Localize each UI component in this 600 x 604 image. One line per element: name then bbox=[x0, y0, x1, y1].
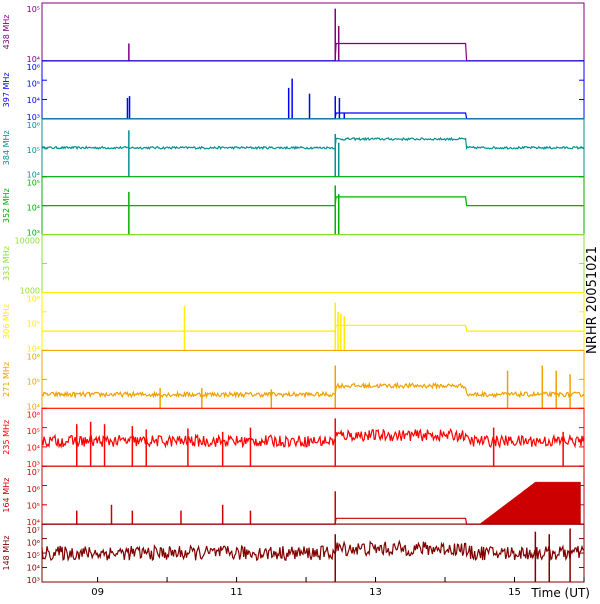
y-tick-label: 10⁴ bbox=[27, 402, 40, 411]
y-tick-label: 10⁶ bbox=[27, 63, 40, 72]
y-tick-label: 10⁶ bbox=[27, 352, 40, 361]
x-axis-title: Time (UT) bbox=[530, 586, 590, 600]
panel-306-mhz: 10⁶ 10⁵ 10⁴ 306 MHz bbox=[2, 292, 585, 353]
panel-label: 333 MHz bbox=[2, 246, 11, 281]
panel-label: 164 MHz bbox=[2, 478, 11, 513]
x-tick-label: 09 bbox=[91, 587, 104, 598]
panel-frame bbox=[41, 349, 585, 409]
side-label: NRHR 20051021 bbox=[585, 246, 600, 354]
panel-438-mhz: 10⁵ 10⁴ 438 MHz bbox=[2, 2, 585, 64]
series-line bbox=[42, 324, 584, 332]
series-line bbox=[41, 381, 585, 400]
x-tick-label: 11 bbox=[230, 587, 243, 598]
panel-label: 384 MHz bbox=[2, 130, 11, 165]
y-tick-label: 10⁵ bbox=[27, 501, 40, 510]
y-tick-label: 10⁵ bbox=[27, 179, 40, 188]
y-tick-label: 10⁵ bbox=[27, 146, 40, 155]
panel-235-mhz: 10⁶ 10⁵ 10⁴ 10³ 235 MHz bbox=[2, 407, 585, 469]
series-line bbox=[41, 539, 585, 562]
y-tick-label: 10⁴ bbox=[27, 55, 40, 64]
y-tick-label: 10⁵ bbox=[27, 319, 40, 328]
series-line bbox=[42, 196, 584, 207]
panel-148-mhz: 10⁷ 10⁶ 10⁵ 10⁴ 10³ 148 MHz bbox=[2, 523, 585, 585]
series-line bbox=[42, 42, 584, 62]
y-tick-label: 10⁴ bbox=[27, 171, 40, 180]
y-tick-label: 10⁶ bbox=[27, 121, 40, 130]
panel-333-mhz: 10000 1000 333 MHz bbox=[2, 234, 585, 296]
y-tick-label: 10⁴ bbox=[27, 344, 40, 353]
y-tick-label: 10⁷ bbox=[27, 526, 40, 535]
panel-164-mhz: 10⁷ 10⁶ 10⁵ 10⁴ 164 MHz bbox=[2, 465, 585, 527]
panel-384-mhz: 10⁶ 10⁵ 10⁴ 384 MHz bbox=[2, 118, 585, 180]
y-tick-label: 10⁶ bbox=[27, 410, 40, 419]
x-tick-label: 13 bbox=[369, 587, 382, 598]
series-line bbox=[41, 136, 585, 151]
panel-label: 306 MHz bbox=[2, 304, 11, 339]
y-tick-label: 10⁴ bbox=[27, 96, 40, 105]
y-tick-label: 10⁴ bbox=[27, 564, 40, 573]
y-tick-label: 1000 bbox=[20, 287, 40, 296]
y-tick-label: 10³ bbox=[27, 460, 40, 469]
y-tick-label: 10⁵ bbox=[27, 5, 40, 14]
panel-frame bbox=[41, 60, 585, 120]
y-tick-label: 10⁷ bbox=[27, 468, 40, 477]
x-axis: 09 11 13 15 bbox=[91, 577, 585, 598]
y-tick-label: 10³ bbox=[27, 229, 40, 238]
x-tick-label: 15 bbox=[508, 587, 521, 598]
panel-label: 271 MHz bbox=[2, 362, 11, 397]
y-tick-label: 10⁵ bbox=[27, 377, 40, 386]
series-line bbox=[41, 428, 585, 449]
y-tick-label: 10⁶ bbox=[27, 295, 40, 304]
panel-frame bbox=[41, 292, 585, 351]
y-tick-label: 10⁶ bbox=[27, 539, 40, 548]
y-tick-label: 10000 bbox=[15, 237, 40, 246]
y-tick-label: 10⁵ bbox=[27, 80, 40, 89]
y-tick-label: 10³ bbox=[27, 576, 40, 585]
panel-352-mhz: 10⁵ 10⁴ 10³ 352 MHz bbox=[2, 176, 585, 238]
y-tick-label: 10³ bbox=[27, 113, 40, 122]
burst-fill bbox=[479, 481, 581, 525]
y-tick-label: 10⁴ bbox=[27, 444, 40, 453]
panel-label: 352 MHz bbox=[2, 188, 11, 223]
panel-label: 397 MHz bbox=[2, 72, 11, 107]
panel-label: 235 MHz bbox=[2, 420, 11, 455]
panel-397-mhz: 10⁶ 10⁵ 10⁴ 10³ 397 MHz bbox=[2, 60, 585, 122]
y-tick-label: 10⁵ bbox=[27, 551, 40, 560]
panel-label: 148 MHz bbox=[2, 536, 11, 571]
y-tick-label: 10⁴ bbox=[27, 518, 40, 527]
panel-frame bbox=[41, 234, 585, 294]
series-line bbox=[42, 112, 584, 120]
y-tick-label: 10⁴ bbox=[27, 204, 40, 213]
panel-frame bbox=[41, 2, 585, 62]
y-tick-label: 10⁵ bbox=[27, 427, 40, 436]
panel-271-mhz: 10⁶ 10⁵ 10⁴ 271 MHz bbox=[2, 349, 585, 411]
y-tick-label: 10⁶ bbox=[27, 485, 40, 494]
panel-label: 438 MHz bbox=[2, 14, 11, 49]
